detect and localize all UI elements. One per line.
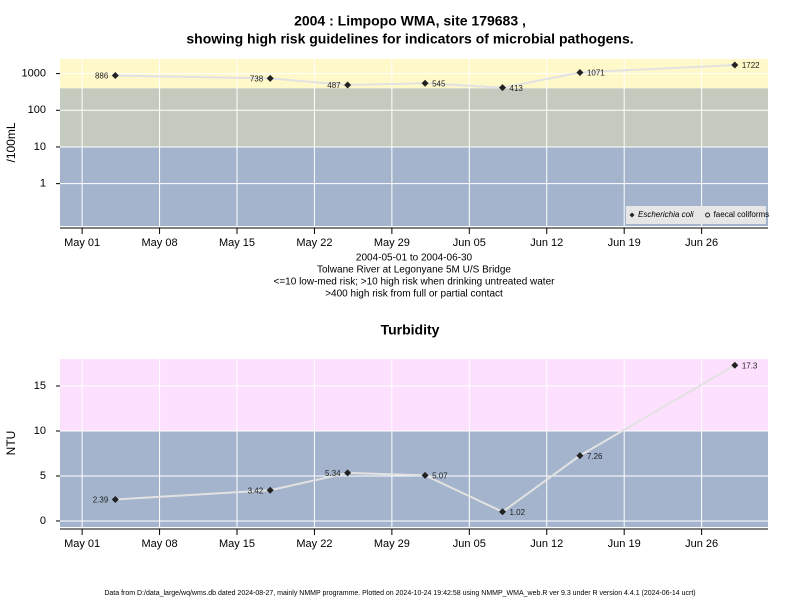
data-point [266,486,274,494]
value-label: 17.3 [742,361,758,370]
data-point [111,72,119,80]
y-tick-label: 1 [40,178,46,190]
data-point [576,69,584,77]
value-label: 5.07 [432,471,448,480]
value-label: 3.42 [248,486,264,495]
x-tick-label: May 08 [142,538,178,550]
x-tick-label: May 22 [296,237,332,249]
risk-band [60,359,768,431]
x-tick-label: May 15 [219,538,255,550]
y-tick-label: 100 [28,104,46,116]
x-tick-label: May 29 [374,237,410,249]
x-tick-label: May 15 [219,237,255,249]
chart-title: 2004 : Limpopo WMA, site 179683 , [294,13,526,29]
legend-marker [629,212,635,218]
value-label: 487 [327,81,341,90]
value-label: 738 [250,75,264,84]
data-point [111,495,119,503]
footer: Data from D:/data_large/wq/wms.db dated … [104,590,695,597]
risk-band [60,88,768,147]
data-point [499,508,506,516]
risk-band [60,430,768,527]
caption: >400 high risk from full or partial cont… [325,289,503,300]
x-tick-label: May 01 [64,237,100,249]
chart-title: Turbidity [381,322,440,338]
y-tick-label: 1000 [22,68,46,80]
value-label: 1071 [587,69,605,78]
y-tick-label: 5 [40,470,46,482]
x-tick-label: Jun 12 [530,237,563,249]
x-tick-label: May 22 [296,538,332,550]
caption: 2004-05-01 to 2004-06-30 [356,253,473,264]
legend-box [626,206,766,224]
value-label: 886 [95,72,109,81]
data-point [344,81,352,89]
y-tick-label: 10 [34,141,46,153]
data-point [421,471,429,479]
legend-label: Escherichia coli [638,210,694,219]
y-axis-label: /100mL [4,122,18,162]
data-point [576,452,584,460]
value-label: 1.02 [510,508,526,517]
data-point [421,79,429,87]
x-tick-label: Jun 19 [608,237,641,249]
x-tick-label: Jun 26 [685,237,718,249]
x-tick-label: Jun 05 [453,538,486,550]
caption: Tolwane River at Legonyane 5M U/S Bridge [317,265,511,276]
data-point [499,84,506,92]
legend-label: faecal coliforms [714,210,770,219]
x-tick-label: Jun 26 [685,538,718,550]
data-point [731,361,739,369]
x-tick-label: May 08 [142,237,178,249]
legend-marker [705,212,711,218]
data-point [344,469,352,477]
caption: <=10 low-med risk; >10 high risk when dr… [274,277,556,288]
value-label: 545 [432,79,446,88]
value-label: 1722 [742,61,760,70]
y-axis-label: NTU [4,431,18,456]
y-tick-label: 10 [34,425,46,437]
chart-title: showing high risk guidelines for indicat… [186,31,633,47]
x-tick-label: Jun 19 [608,538,641,550]
value-label: 2.39 [93,496,109,505]
data-point [266,74,274,82]
x-tick-label: May 29 [374,538,410,550]
value-label: 5.34 [325,469,341,478]
value-label: 7.26 [587,452,603,461]
x-tick-label: Jun 12 [530,538,563,550]
x-tick-label: Jun 05 [453,237,486,249]
y-tick-label: 0 [40,515,46,527]
data-point [731,61,739,69]
x-tick-label: May 01 [64,538,100,550]
y-tick-label: 15 [34,380,46,392]
value-label: 413 [510,84,524,93]
